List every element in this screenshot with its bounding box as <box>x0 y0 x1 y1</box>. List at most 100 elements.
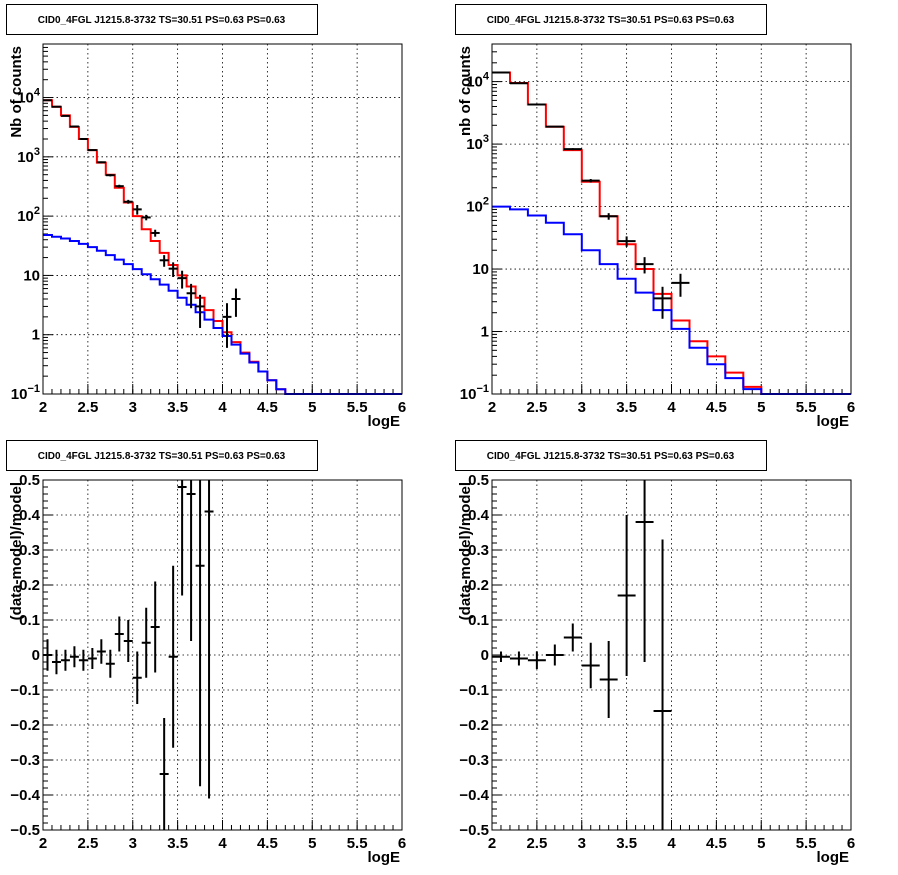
y-tick-label: 1 <box>481 324 489 341</box>
chart-panel-4: CID0_4FGL J1215.8-3732 TS=30.51 PS=0.63 … <box>455 440 855 866</box>
x-tick-label: 5 <box>308 835 316 852</box>
x-tick-label: 3 <box>129 835 137 852</box>
chart-panel-1: CID0_4FGL J1215.8-3732 TS=30.51 PS=0.63 … <box>6 4 406 430</box>
y-tick-label: 103 <box>17 146 40 166</box>
y-axis-label: Nb of counts <box>8 46 25 138</box>
x-tick-label: 4.5 <box>706 399 727 416</box>
data-point <box>141 607 151 678</box>
y-tick-label: 0.3 <box>468 542 489 559</box>
y-tick-label: −0.1 <box>10 682 40 699</box>
data-point <box>671 273 690 297</box>
data-point <box>43 639 52 671</box>
y-tick-exponent: 4 <box>483 71 490 83</box>
x-axis-label: logE <box>817 413 850 430</box>
x-tick-label: 5.5 <box>796 835 817 852</box>
data-point <box>150 581 160 673</box>
x-tick-label: 2.5 <box>526 835 547 852</box>
y-tick-label: 0.1 <box>19 612 40 629</box>
y-tick-label: 102 <box>17 205 40 225</box>
data-point <box>51 105 61 108</box>
x-axis-label: logE <box>368 413 401 430</box>
data-point <box>222 303 232 348</box>
data-point <box>69 125 79 128</box>
y-axis-label: (data-model)/model <box>457 482 474 620</box>
data-point <box>581 179 600 183</box>
title-frame <box>6 440 318 471</box>
plot-frame <box>491 43 852 395</box>
data-point <box>51 649 61 675</box>
data-point <box>105 649 115 678</box>
x-tick-label: 2.5 <box>526 399 547 416</box>
y-tick-label: 0.5 <box>19 472 40 489</box>
y-axis-label: (data-model)/model <box>8 482 25 620</box>
data-point <box>653 539 672 830</box>
x-tick-label: 3.5 <box>616 399 637 416</box>
data-point <box>132 205 142 215</box>
x-tick-label: 3 <box>129 399 137 416</box>
y-tick-label: 0.1 <box>468 612 489 629</box>
x-tick-label: 6 <box>847 399 855 416</box>
y-tick-label: 0.4 <box>19 507 41 524</box>
data-point <box>599 641 618 718</box>
chart-title: CID0_4FGL J1215.8-3732 TS=30.51 PS=0.63 … <box>487 451 735 462</box>
data-point <box>123 620 133 662</box>
data-point <box>114 616 124 652</box>
data-point <box>159 255 169 267</box>
y-tick-label: 0.4 <box>468 507 490 524</box>
x-tick-label: 3.5 <box>167 399 188 416</box>
x-tick-label: 4.5 <box>706 835 727 852</box>
data-point <box>105 174 115 177</box>
chart-title: CID0_4FGL J1215.8-3732 TS=30.51 PS=0.63 … <box>38 451 286 462</box>
y-tick-label: 102 <box>466 196 489 216</box>
y-tick-label: −0.3 <box>459 752 489 769</box>
x-tick-label: 2.5 <box>77 835 98 852</box>
x-tick-label: 2 <box>39 835 47 852</box>
y-tick-label: 10−1 <box>11 383 40 403</box>
data-point <box>43 99 52 102</box>
y-tick-label: −0.2 <box>459 717 489 734</box>
data-point <box>78 649 88 671</box>
data-point <box>653 286 672 319</box>
y-tick-label: −0.4 <box>459 787 489 804</box>
x-tick-label: 4 <box>218 835 227 852</box>
y-tick-exponent: 3 <box>483 133 489 145</box>
x-tick-label: 5.5 <box>347 399 368 416</box>
x-tick-label: 5 <box>757 835 765 852</box>
x-tick-label: 3 <box>578 835 586 852</box>
x-tick-label: 2.5 <box>77 399 98 416</box>
plot-frame <box>42 43 403 395</box>
y-tick-exponent: 4 <box>34 87 41 99</box>
data-point <box>96 639 106 664</box>
plot-frame <box>42 479 403 831</box>
chart-title-box: CID0_4FGL J1215.8-3732 TS=30.51 PS=0.63 … <box>6 4 318 35</box>
y-tick-label: −0.5 <box>10 822 40 839</box>
chart-title-box: CID0_4FGL J1215.8-3732 TS=30.51 PS=0.63 … <box>6 440 318 471</box>
y-tick-label: 0.5 <box>468 472 489 489</box>
data-point <box>96 161 106 164</box>
data-point <box>635 257 654 274</box>
data-point <box>159 718 169 830</box>
x-tick-label: 3.5 <box>616 835 637 852</box>
y-tick-exponent: −1 <box>27 383 40 395</box>
y-tick-label: 0.2 <box>468 577 489 594</box>
x-tick-label: 4 <box>667 399 676 416</box>
data-point <box>509 651 528 666</box>
data-point <box>78 137 88 140</box>
chart-title-box: CID0_4FGL J1215.8-3732 TS=30.51 PS=0.63 … <box>455 440 767 471</box>
chart-title-box: CID0_4FGL J1215.8-3732 TS=30.51 PS=0.63 … <box>455 4 767 35</box>
y-tick-label: 0 <box>32 647 40 664</box>
model-component-histogram <box>492 205 851 395</box>
x-axis-label: logE <box>368 849 401 866</box>
data-point <box>617 515 636 676</box>
chart-panel-2: CID0_4FGL J1215.8-3732 TS=30.51 PS=0.63 … <box>455 4 855 430</box>
y-tick-label: −0.5 <box>459 822 489 839</box>
data-point <box>563 148 582 151</box>
data-point <box>186 480 196 641</box>
y-tick-exponent: 2 <box>34 205 40 217</box>
title-frame <box>6 4 318 35</box>
y-tick-label: 1 <box>32 327 40 344</box>
chart-panel-3: CID0_4FGL J1215.8-3732 TS=30.51 PS=0.63 … <box>6 440 406 866</box>
data-point <box>123 199 133 204</box>
data-point <box>527 651 546 669</box>
